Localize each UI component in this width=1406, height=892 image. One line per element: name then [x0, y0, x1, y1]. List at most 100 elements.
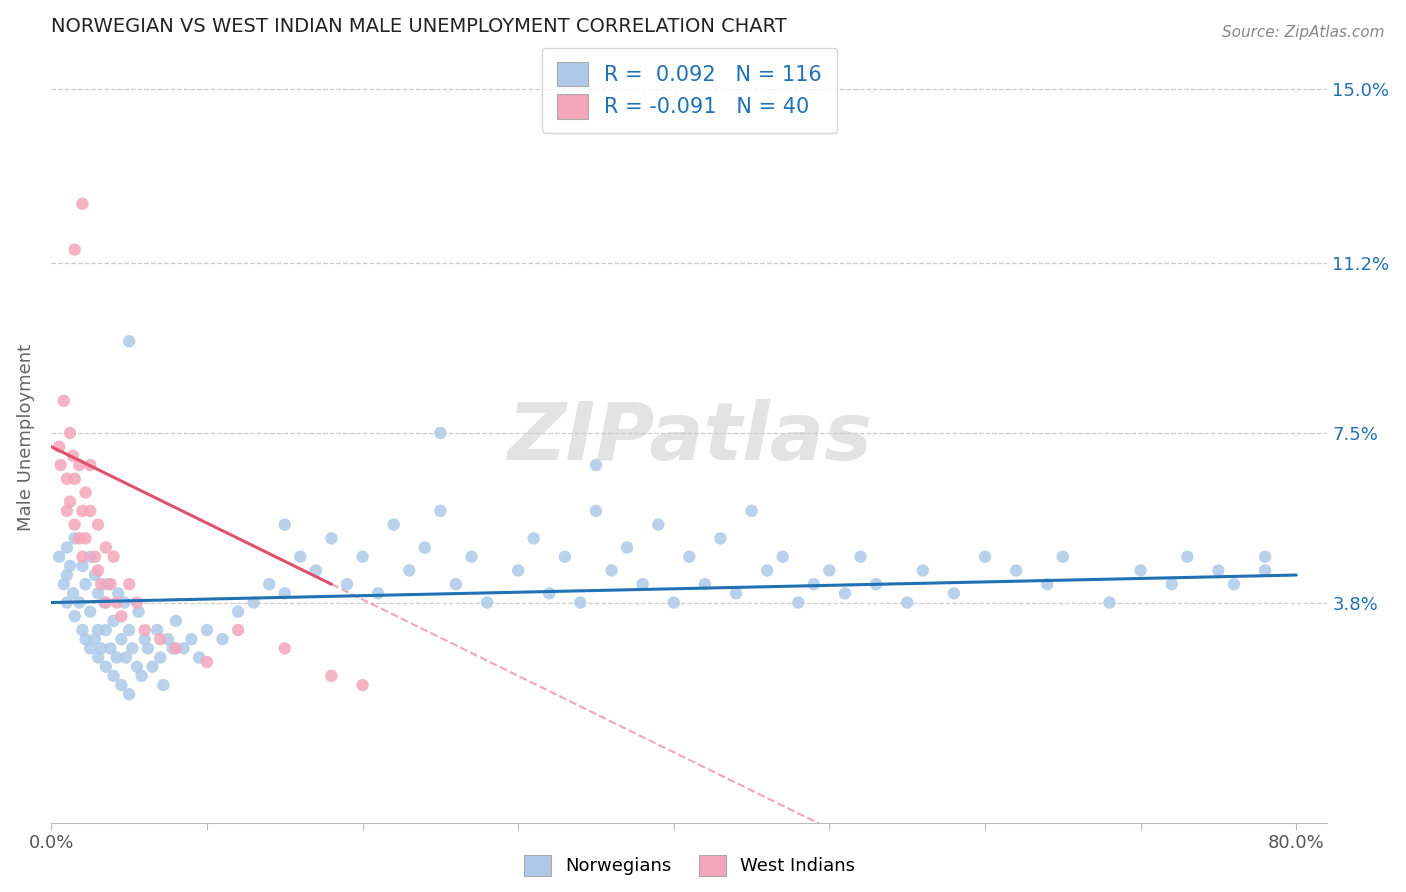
Point — [413, 541, 436, 555]
Point — [103, 549, 125, 564]
Text: Source: ZipAtlas.com: Source: ZipAtlas.com — [1222, 25, 1385, 40]
Point — [1005, 564, 1028, 578]
Point — [107, 586, 129, 600]
Point — [63, 609, 86, 624]
Point — [125, 659, 148, 673]
Point — [865, 577, 887, 591]
Point — [585, 458, 607, 472]
Point — [63, 532, 86, 546]
Point — [149, 650, 172, 665]
Point — [56, 568, 79, 582]
Point — [72, 623, 94, 637]
Point — [274, 517, 297, 532]
Point — [523, 532, 546, 546]
Point — [1129, 564, 1152, 578]
Point — [56, 472, 79, 486]
Point — [94, 659, 117, 673]
Legend: Norwegians, West Indians: Norwegians, West Indians — [516, 847, 862, 883]
Point — [62, 449, 84, 463]
Point — [134, 632, 156, 647]
Point — [444, 577, 467, 591]
Point — [83, 549, 105, 564]
Point — [59, 425, 82, 440]
Point — [321, 532, 343, 546]
Point — [67, 458, 90, 472]
Point — [352, 678, 374, 692]
Point — [305, 564, 328, 578]
Point — [195, 655, 218, 669]
Point — [94, 623, 117, 637]
Point — [118, 687, 141, 701]
Point — [79, 504, 101, 518]
Point — [188, 650, 211, 665]
Point — [257, 577, 280, 591]
Point — [165, 641, 187, 656]
Point — [72, 558, 94, 573]
Point — [110, 678, 132, 692]
Point — [96, 577, 118, 591]
Point — [121, 641, 143, 656]
Point — [110, 632, 132, 647]
Point — [62, 586, 84, 600]
Point — [274, 641, 297, 656]
Point — [110, 609, 132, 624]
Point — [59, 494, 82, 508]
Point — [896, 595, 918, 609]
Point — [67, 532, 90, 546]
Point — [83, 632, 105, 647]
Point — [290, 549, 312, 564]
Point — [226, 623, 249, 637]
Point — [100, 577, 122, 591]
Point — [165, 614, 187, 628]
Y-axis label: Male Unemployment: Male Unemployment — [17, 344, 35, 531]
Point — [173, 641, 195, 656]
Point — [114, 595, 136, 609]
Point — [134, 623, 156, 637]
Point — [631, 577, 654, 591]
Point — [585, 504, 607, 518]
Point — [105, 650, 128, 665]
Point — [118, 577, 141, 591]
Point — [772, 549, 794, 564]
Text: ZIPatlas: ZIPatlas — [506, 399, 872, 476]
Point — [90, 577, 112, 591]
Point — [756, 564, 779, 578]
Point — [475, 595, 498, 609]
Point — [974, 549, 997, 564]
Point — [87, 586, 110, 600]
Point — [1175, 549, 1198, 564]
Point — [1254, 564, 1277, 578]
Text: NORWEGIAN VS WEST INDIAN MALE UNEMPLOYMENT CORRELATION CHART: NORWEGIAN VS WEST INDIAN MALE UNEMPLOYME… — [52, 17, 787, 36]
Point — [75, 632, 97, 647]
Point — [75, 532, 97, 546]
Point — [693, 577, 716, 591]
Point — [83, 568, 105, 582]
Point — [162, 641, 184, 656]
Point — [600, 564, 623, 578]
Point — [125, 595, 148, 609]
Point — [90, 641, 112, 656]
Point — [118, 334, 141, 349]
Point — [398, 564, 420, 578]
Point — [79, 605, 101, 619]
Point — [105, 595, 128, 609]
Point — [103, 614, 125, 628]
Point — [211, 632, 233, 647]
Point — [87, 517, 110, 532]
Point — [554, 549, 576, 564]
Point — [75, 485, 97, 500]
Point — [818, 564, 841, 578]
Point — [834, 586, 856, 600]
Point — [72, 196, 94, 211]
Point — [56, 504, 79, 518]
Point — [1036, 577, 1059, 591]
Point — [48, 549, 70, 564]
Point — [1208, 564, 1230, 578]
Point — [67, 595, 90, 609]
Point — [75, 577, 97, 591]
Point — [93, 595, 115, 609]
Point — [724, 586, 747, 600]
Point — [131, 669, 153, 683]
Point — [79, 641, 101, 656]
Point — [242, 595, 264, 609]
